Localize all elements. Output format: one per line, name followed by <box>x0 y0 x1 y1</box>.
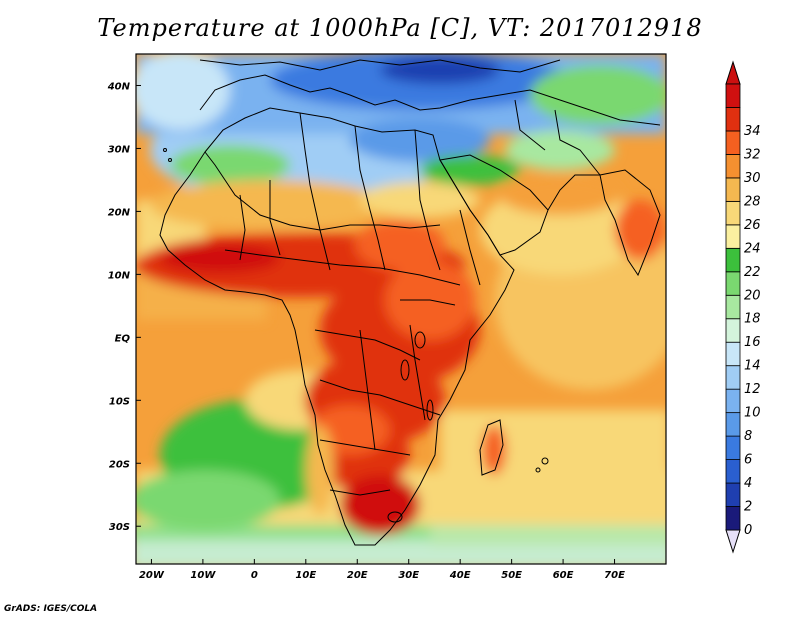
lon-tick-label: 20E <box>347 570 368 581</box>
colorbar-label: 12 <box>744 382 761 397</box>
colorbar-label: 28 <box>744 194 761 209</box>
lon-tick-label: 30E <box>398 570 419 581</box>
lat-tick-label: 30S <box>109 522 130 533</box>
colorbar-label: 4 <box>744 476 752 491</box>
colorbar-label: 16 <box>744 335 761 350</box>
colorbar-segment <box>725 294 741 320</box>
colorbar-segment <box>725 200 741 226</box>
colorbar-segment <box>725 412 741 437</box>
colorbar-label: 30 <box>744 171 761 186</box>
longitude-axis: 20W 10W 0 10E 20E 30E 40E 50E 60E 70E <box>139 559 625 581</box>
colorbar-segment <box>725 341 741 367</box>
coastlines <box>159 59 661 546</box>
colorbar-segment <box>725 482 741 507</box>
lon-tick-label: 10W <box>190 570 216 581</box>
colorbar-segment <box>725 365 741 390</box>
colorbar-label: 20 <box>744 288 761 303</box>
colorbar-label: 32 <box>744 147 761 162</box>
chart-title: Temperature at 1000hPa [C], VT: 20170129… <box>97 14 703 42</box>
colorbar-segment <box>725 177 741 202</box>
lat-tick-label: 40N <box>107 81 131 92</box>
colorbar-segment <box>725 83 741 108</box>
colorbar-segment <box>725 388 741 414</box>
colorbar-segment <box>725 435 741 460</box>
colorbar-segment <box>725 247 741 273</box>
temperature-field <box>136 54 666 564</box>
colorbar-label: 10 <box>744 406 761 421</box>
lat-tick-label: 20S <box>109 459 130 470</box>
colorbar-label: 26 <box>744 218 761 233</box>
colorbar-segment <box>725 154 741 179</box>
colorbar-label: 18 <box>744 312 761 327</box>
latitude-axis: 40N 30N 20N 10N EQ 10S 20S 30S <box>107 81 141 533</box>
colorbar-label: 0 <box>744 523 752 538</box>
colorbar-segment <box>725 506 741 531</box>
colorbar-label: 14 <box>744 359 761 374</box>
lon-tick-label: 70E <box>604 570 625 581</box>
colorbar-segment <box>725 318 741 343</box>
colorbar-label: 8 <box>744 429 752 444</box>
credit-label: GrADS: IGES/COLA <box>4 604 98 614</box>
colorbar-label: 24 <box>744 241 761 256</box>
lon-tick-label: 20W <box>139 570 165 581</box>
lat-tick-label: 20N <box>108 207 131 218</box>
colorbar-label: 34 <box>744 124 761 139</box>
colorbar-segment <box>725 459 741 484</box>
lon-tick-label: 60E <box>553 570 574 581</box>
colorbar-label: 22 <box>744 265 761 280</box>
lat-tick-label: 10N <box>108 270 131 281</box>
map-frame <box>135 53 667 565</box>
colorbar-over-triangle <box>725 60 741 85</box>
lat-tick-label: EQ <box>115 333 131 344</box>
lon-tick-label: 50E <box>501 570 522 581</box>
lon-tick-label: 0 <box>251 570 258 581</box>
colorbar-segment <box>725 107 741 132</box>
lon-tick-label: 10E <box>295 570 316 581</box>
colorbar-under-triangle <box>725 529 741 554</box>
colorbar-segment <box>725 130 741 155</box>
lat-tick-label: 30N <box>108 144 131 155</box>
lat-tick-label: 10S <box>109 396 130 407</box>
colorbar-label: 2 <box>744 500 752 515</box>
colorbar-segment <box>725 224 741 249</box>
lon-tick-label: 40E <box>449 570 471 581</box>
colorbar-segment <box>725 271 741 296</box>
colorbar-label: 6 <box>744 453 752 468</box>
